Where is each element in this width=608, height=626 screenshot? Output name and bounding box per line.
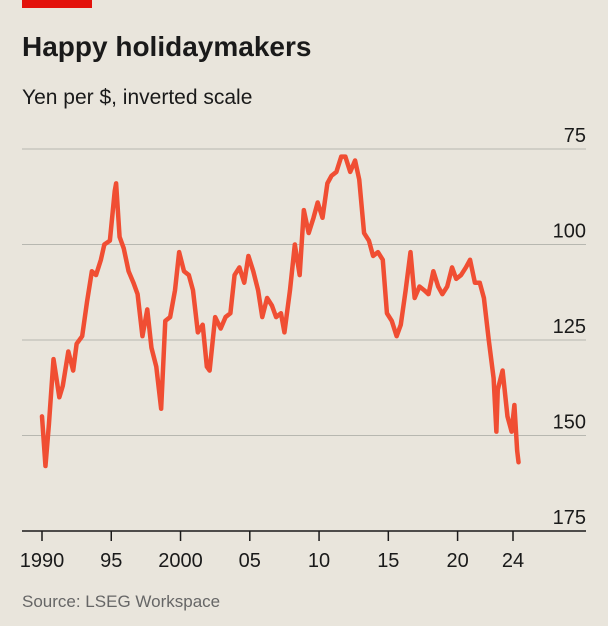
x-tick-label: 95 <box>100 550 122 572</box>
accent-bar <box>22 0 92 8</box>
y-tick-label: 125 <box>553 316 586 338</box>
y-tick-label: 100 <box>553 221 586 243</box>
x-tick-label: 20 <box>446 550 468 572</box>
x-tick-label: 10 <box>308 550 330 572</box>
x-tick-label: 15 <box>377 550 399 572</box>
x-tick-label: 1990 <box>20 550 65 572</box>
data-line <box>39 154 521 469</box>
y-tick-label: 175 <box>553 507 586 529</box>
y-tick-label: 75 <box>564 125 586 147</box>
x-tick-label: 05 <box>239 550 261 572</box>
source: Source: LSEG Workspace <box>22 592 220 611</box>
y-tick-label: 150 <box>553 412 586 434</box>
chart-title: Happy holidaymakers <box>22 31 311 62</box>
x-tick-label: 2000 <box>158 550 203 572</box>
chart-subtitle: Yen per $, inverted scale <box>22 86 252 109</box>
x-tick-label: 24 <box>502 550 524 572</box>
